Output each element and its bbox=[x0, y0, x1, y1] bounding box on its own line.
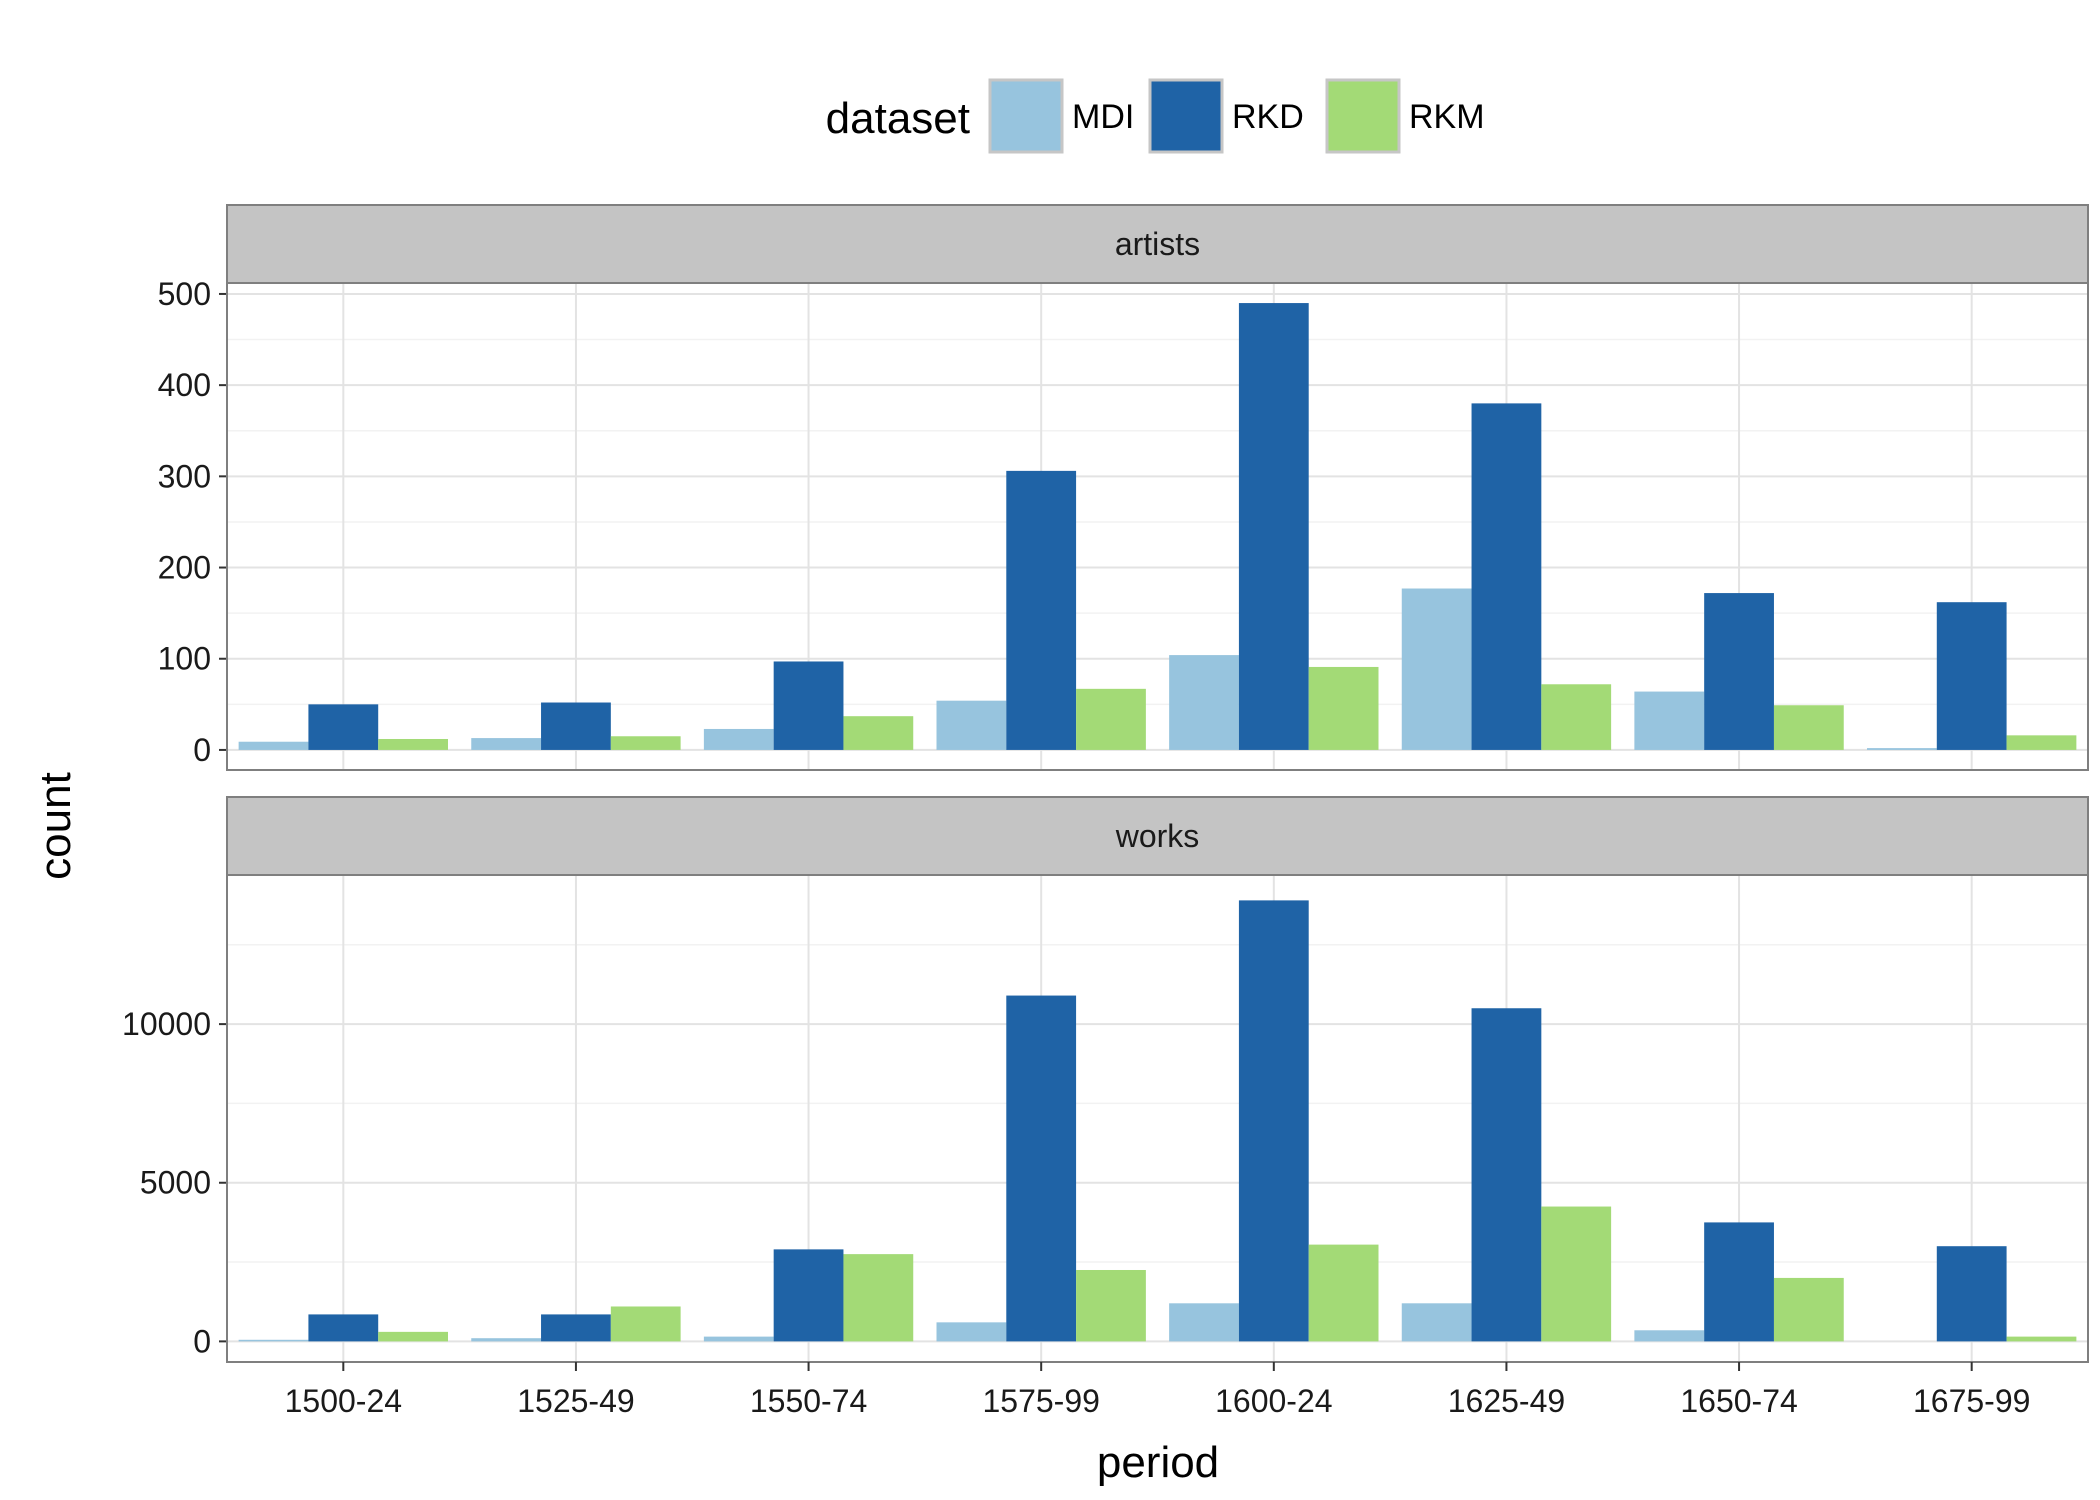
x-axis: 1500-24 1525-49 1550-74 1575-99 1600-24 1625-… bbox=[285, 1362, 2030, 1419]
bar-artists-mdi-1500-24 bbox=[238, 741, 309, 750]
bar-works-rkm-1500-24 bbox=[378, 1331, 448, 1342]
y-tick-label: 100 bbox=[158, 641, 211, 677]
legend-title: dataset bbox=[826, 94, 970, 143]
bar-works-rkm-1625-49 bbox=[1541, 1206, 1612, 1342]
y-tick-label: 10000 bbox=[122, 1006, 211, 1042]
bar-artists-rkd-1525-49 bbox=[541, 702, 611, 750]
legend-label-mdi: MDI bbox=[1072, 98, 1134, 136]
bar-works-mdi-1575-99 bbox=[936, 1322, 1007, 1342]
legend-key-mdi bbox=[988, 78, 1064, 154]
bar-artists-rkm-1625-49 bbox=[1541, 684, 1612, 750]
bar-artists-rkd-1500-24 bbox=[308, 704, 379, 750]
bar-artists-rkm-1650-74 bbox=[1773, 705, 1844, 750]
facet-panels: artists 0 100 200 300 400 500 works 0 5000 10000 bbox=[122, 204, 2089, 1363]
x-tick-label-1525-49: 1525-49 bbox=[517, 1383, 634, 1419]
y-tick-label: 300 bbox=[158, 458, 211, 494]
bar-works-rkm-1575-99 bbox=[1076, 1269, 1146, 1342]
y-tick-label: 200 bbox=[158, 550, 211, 586]
bar-artists-mdi-1550-74 bbox=[703, 728, 774, 750]
y-tick-label: 5000 bbox=[140, 1165, 211, 1201]
bar-artists-rkm-1525-49 bbox=[610, 736, 681, 750]
bar-works-mdi-1650-74 bbox=[1634, 1330, 1705, 1342]
bar-works-mdi-1625-49 bbox=[1401, 1303, 1472, 1342]
bar-works-rkd-1550-74 bbox=[773, 1249, 844, 1342]
x-tick-label-1625-49: 1625-49 bbox=[1448, 1383, 1565, 1419]
bar-artists-rkd-1550-74 bbox=[773, 661, 844, 750]
panel-border-artists bbox=[226, 282, 2089, 771]
panel-works: works 0 5000 10000 bbox=[122, 796, 2089, 1363]
y-tick-label: 0 bbox=[193, 1323, 211, 1359]
panel-artists: artists 0 100 200 300 400 500 bbox=[158, 204, 2089, 771]
y-axis-title: count bbox=[31, 772, 80, 880]
panel-border-works bbox=[226, 874, 2089, 1363]
bar-works-mdi-1600-24 bbox=[1169, 1303, 1239, 1342]
bar-works-mdi-1500-24 bbox=[238, 1339, 309, 1342]
bar-artists-rkd-1600-24 bbox=[1238, 303, 1309, 750]
bar-artists-rkm-1600-24 bbox=[1308, 666, 1379, 750]
bar-artists-rkd-1675-99 bbox=[1936, 602, 2007, 750]
legend-label-rkm: RKM bbox=[1409, 98, 1485, 136]
bar-artists-rkm-1675-99 bbox=[2006, 735, 2077, 750]
x-tick-label-1675-99: 1675-99 bbox=[1913, 1383, 2030, 1419]
bar-artists-rkd-1575-99 bbox=[1006, 470, 1077, 750]
bar-artists-rkm-1550-74 bbox=[843, 716, 914, 750]
bar-artists-rkm-1500-24 bbox=[378, 738, 448, 750]
bar-works-rkm-1550-74 bbox=[843, 1254, 914, 1342]
bar-works-rkd-1650-74 bbox=[1704, 1222, 1774, 1342]
bar-works-rkd-1525-49 bbox=[541, 1314, 611, 1342]
bar-artists-mdi-1625-49 bbox=[1401, 588, 1472, 750]
bar-artists-mdi-1525-49 bbox=[471, 738, 542, 750]
bar-works-rkm-1600-24 bbox=[1308, 1244, 1379, 1342]
bar-artists-mdi-1675-99 bbox=[1867, 748, 1937, 750]
bar-works-rkm-1525-49 bbox=[610, 1306, 681, 1342]
facet-strip-artists bbox=[226, 204, 2089, 284]
y-tick-label: 400 bbox=[158, 367, 211, 403]
legend-key-rkm bbox=[1325, 78, 1401, 154]
bar-works-rkd-1625-49 bbox=[1471, 1008, 1542, 1342]
bar-works-rkd-1600-24 bbox=[1238, 900, 1309, 1342]
bar-artists-rkd-1625-49 bbox=[1471, 403, 1542, 750]
facet-label-works: works bbox=[1115, 818, 1200, 854]
legend-key-rkd bbox=[1148, 78, 1224, 154]
legend: dataset MDI RKD RKM bbox=[826, 78, 1485, 154]
bar-works-rkd-1575-99 bbox=[1006, 995, 1077, 1342]
bar-artists-mdi-1575-99 bbox=[936, 700, 1007, 750]
legend-label-rkd: RKD bbox=[1232, 98, 1304, 136]
bar-works-mdi-1525-49 bbox=[471, 1338, 542, 1342]
bar-works-rkd-1675-99 bbox=[1936, 1246, 2007, 1342]
bar-artists-mdi-1650-74 bbox=[1634, 691, 1705, 750]
x-axis-title: period bbox=[1097, 1438, 1219, 1487]
bar-artists-rkm-1575-99 bbox=[1076, 688, 1146, 750]
y-tick-label: 500 bbox=[158, 276, 211, 312]
bar-works-rkm-1675-99 bbox=[2006, 1336, 2077, 1342]
x-tick-label-1500-24: 1500-24 bbox=[285, 1383, 402, 1419]
x-tick-label-1650-74: 1650-74 bbox=[1680, 1383, 1797, 1419]
x-tick-label-1550-74: 1550-74 bbox=[750, 1383, 867, 1419]
bar-works-rkd-1500-24 bbox=[308, 1314, 379, 1342]
plot-background-artists bbox=[227, 283, 2088, 770]
bar-works-mdi-1550-74 bbox=[703, 1336, 774, 1342]
bar-artists-mdi-1600-24 bbox=[1169, 655, 1239, 750]
y-tick-label: 0 bbox=[193, 732, 211, 768]
facet-strip-works bbox=[226, 796, 2089, 876]
x-tick-label-1575-99: 1575-99 bbox=[982, 1383, 1099, 1419]
bar-artists-rkd-1650-74 bbox=[1704, 593, 1774, 750]
bar-works-rkm-1650-74 bbox=[1773, 1277, 1844, 1342]
x-tick-label-1600-24: 1600-24 bbox=[1215, 1383, 1332, 1419]
facet-label-artists: artists bbox=[1115, 226, 1200, 262]
